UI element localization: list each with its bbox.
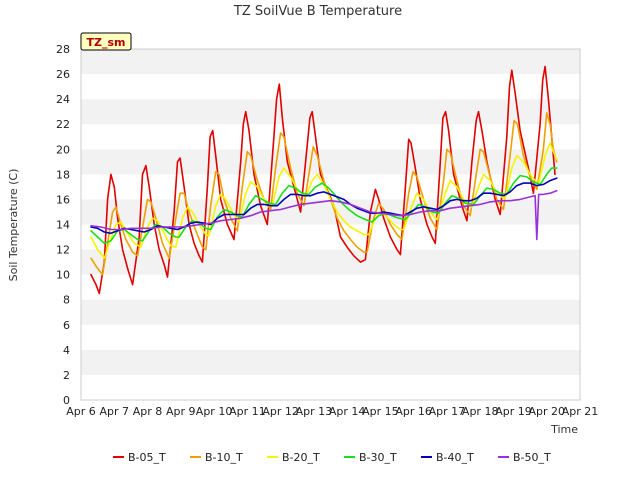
legend-label-B-40_T: B-40_T	[436, 451, 474, 464]
y-tick-label: 16	[56, 193, 70, 206]
y-tick-label: 24	[56, 93, 70, 106]
badge-label: TZ_sm	[87, 36, 126, 49]
y-tick-label: 8	[63, 294, 70, 307]
x-tick-label: Apr 7	[100, 405, 130, 418]
x-tick-label: Apr 11	[229, 405, 266, 418]
legend-label-B-10_T: B-10_T	[205, 451, 243, 464]
y-tick-label: 6	[63, 319, 70, 332]
grid-band	[81, 299, 580, 325]
y-tick-label: 28	[56, 43, 70, 56]
legend-label-B-50_T: B-50_T	[513, 451, 551, 464]
x-tick-label: Apr 16	[395, 405, 432, 418]
grid-band	[81, 74, 580, 100]
grid-band	[81, 99, 580, 125]
y-tick-label: 2	[63, 369, 70, 382]
x-axis-label: Time	[550, 423, 578, 436]
series-line-B-50_T	[90, 189, 558, 241]
grid-band	[81, 149, 580, 175]
y-tick-label: 22	[56, 118, 70, 131]
y-tick-label: 12	[56, 244, 70, 257]
x-tick-label: Apr 20	[528, 405, 565, 418]
x-tick-label: Apr 17	[429, 405, 466, 418]
grid-band	[81, 274, 580, 300]
grid-band	[81, 374, 580, 400]
grid-bands	[81, 49, 580, 400]
plot-area	[80, 48, 581, 401]
grid-band	[81, 249, 580, 275]
legend: B-05_T B-10_T B-20_T B-30_T B-40_T B-50_T	[113, 451, 551, 464]
x-tick-label: Apr 6	[66, 405, 96, 418]
series-line-B-05_T	[90, 65, 556, 295]
x-tick-label: Apr 19	[495, 405, 532, 418]
grid-band	[81, 124, 580, 150]
x-tick-label: Apr 18	[462, 405, 499, 418]
x-tick-label: Apr 9	[166, 405, 196, 418]
y-tick-label: 14	[56, 219, 70, 232]
y-tick-label: 26	[56, 68, 70, 81]
badge-box	[80, 32, 132, 51]
x-tick-label: Apr 13	[296, 405, 333, 418]
series-layer	[90, 65, 558, 295]
chart-title: TZ SoilVue B Temperature	[233, 4, 402, 19]
badge: TZ_sm	[80, 32, 132, 51]
series-line-B-40_T	[90, 177, 558, 235]
y-tick-label: 0	[63, 394, 70, 407]
series-line-B-10_T	[90, 112, 558, 276]
x-tick-label: Apr 10	[196, 405, 233, 418]
grid-band	[81, 349, 580, 375]
x-tick-label: Apr 14	[329, 405, 366, 418]
y-tick-label: 18	[56, 168, 70, 181]
y-tick-label: 4	[63, 344, 70, 357]
legend-label-B-20_T: B-20_T	[282, 451, 320, 464]
y-axis-label: Soil Temperature (C)	[7, 169, 20, 282]
x-tick-label: Apr 12	[262, 405, 299, 418]
x-tick-label: Apr 15	[362, 405, 399, 418]
x-tick-label: Apr 8	[133, 405, 163, 418]
series-line-B-20_T	[90, 142, 558, 260]
grid-band	[81, 324, 580, 350]
legend-label-B-05_T: B-05_T	[128, 451, 166, 464]
y-tick-label: 20	[56, 143, 70, 156]
x-tick-label: Apr 21	[562, 405, 599, 418]
legend-label-B-30_T: B-30_T	[359, 451, 397, 464]
grid-band	[81, 49, 580, 75]
y-tick-label: 10	[56, 269, 70, 282]
